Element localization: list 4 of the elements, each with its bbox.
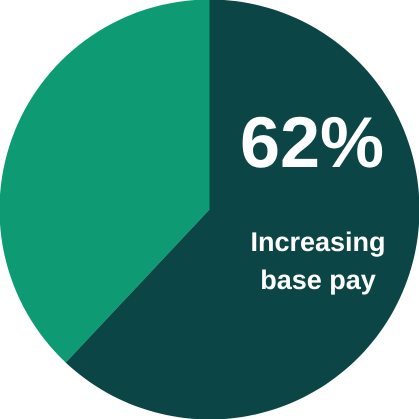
slice-label: Increasing base pay [250, 227, 386, 295]
pie-slice [0, 0, 210, 363]
data-label: 62% [240, 103, 384, 183]
pie-slice [66, 0, 419, 419]
